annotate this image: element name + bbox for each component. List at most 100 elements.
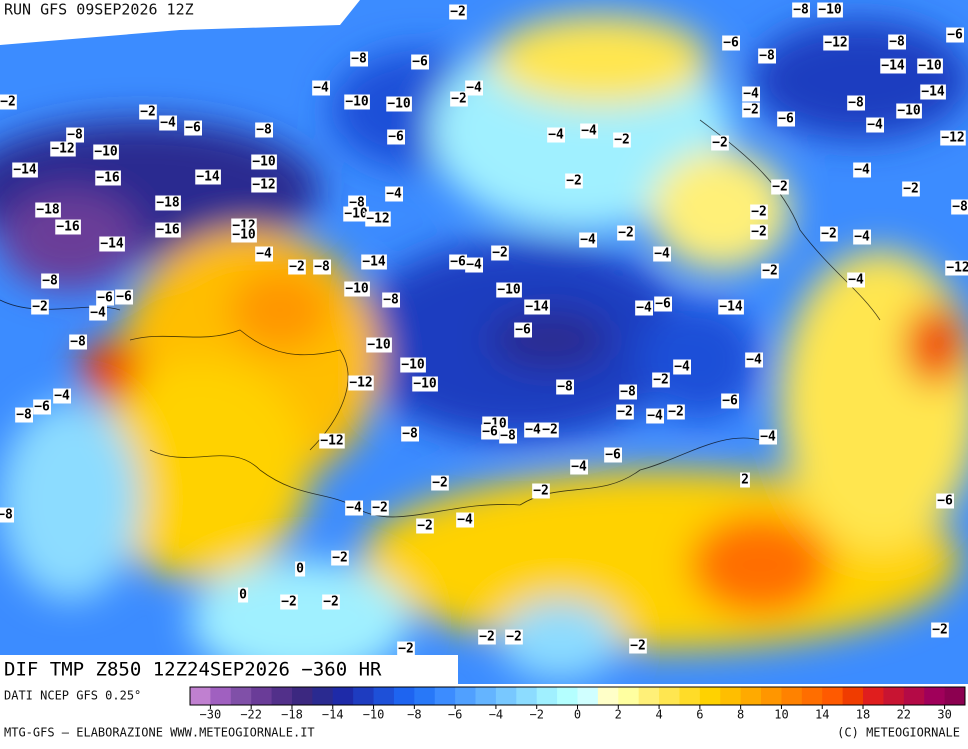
contour-label: −12 xyxy=(366,212,389,227)
contour-label-box xyxy=(313,259,331,275)
contour-label-box xyxy=(761,263,779,279)
contour-label: −2 xyxy=(653,373,669,388)
contour-label-box xyxy=(416,518,434,534)
colorbar-swatch xyxy=(720,687,742,705)
contour-label-box xyxy=(917,58,943,74)
colorbar: −30 −22 −18 −14 −10 −8 −6 −4 −2 0 2 4 6 8 10 14 18 22 30 xyxy=(189,686,966,722)
contour-label: −8 xyxy=(67,128,83,143)
contour-label-box xyxy=(654,296,672,312)
contour-label: −10 xyxy=(345,95,369,110)
contour-label-box xyxy=(365,211,391,227)
contour-label-box xyxy=(155,195,181,211)
contour-label-box xyxy=(711,135,729,151)
contour-label: −4 xyxy=(743,87,759,102)
contour-label-box xyxy=(343,206,369,222)
colorbar-swatch xyxy=(924,687,946,705)
contour-label-box xyxy=(255,122,273,138)
title-box xyxy=(0,655,458,684)
contour-label: −2 xyxy=(542,423,558,438)
contour-label-box xyxy=(331,550,349,566)
contour-label-box xyxy=(750,224,768,240)
contour-label: −6 xyxy=(388,130,404,145)
contour-label: −2 xyxy=(451,92,467,107)
contour-label-box xyxy=(412,376,438,392)
contour-label: −8 xyxy=(889,35,905,50)
contour-label: −4 xyxy=(636,301,652,316)
contour-label: −12 xyxy=(946,261,968,276)
contour-label-box xyxy=(491,245,509,261)
run-label: RUN GFS 09SEP2026 12Z xyxy=(4,1,194,19)
contour-label: −16 xyxy=(56,220,80,235)
contour-label-box xyxy=(93,144,119,160)
map-title: DIF TMP Z850 12Z24SEP2026 −360 HR xyxy=(4,659,382,681)
contour-label-box xyxy=(251,154,277,170)
contour-label: −6 xyxy=(723,36,739,51)
contour-label: −4 xyxy=(571,460,587,475)
contour-label-box xyxy=(195,169,221,185)
contour-label-box xyxy=(449,4,467,20)
colorbar-swatch xyxy=(190,687,211,705)
contour-label: −14 xyxy=(921,85,945,100)
contour-label: −14 xyxy=(196,170,220,185)
colorbar-swatch xyxy=(883,687,905,705)
colorbar-swatch xyxy=(781,687,803,705)
colorbar-swatch xyxy=(903,687,925,705)
contour-label-box xyxy=(817,2,843,18)
contour-label: −2 xyxy=(630,639,646,654)
contour-label-box xyxy=(50,141,76,157)
colorbar-swatch xyxy=(434,687,456,705)
source-label: DATI NCEP GFS 0.25° xyxy=(4,689,141,703)
contour-label-box xyxy=(319,433,345,449)
contour-label: −6 xyxy=(412,55,428,70)
colorbar-label: −4 xyxy=(489,708,503,722)
contour-label-box xyxy=(673,359,691,375)
contour-label: −2 xyxy=(323,595,339,610)
colorbar-swatch xyxy=(230,687,252,705)
contour-label: −8 xyxy=(952,200,968,215)
contour-label-box xyxy=(255,246,273,262)
contour-label: −18 xyxy=(156,196,180,211)
colorbar-label: 6 xyxy=(696,708,703,722)
colorbar-label: 22 xyxy=(897,708,911,722)
colorbar-swatch xyxy=(251,687,273,705)
contour-label: −4 xyxy=(90,306,106,321)
contour-label: −12 xyxy=(349,376,372,391)
contour-label-box xyxy=(556,379,574,395)
colorbar-label: −18 xyxy=(281,708,303,722)
contour-label-box xyxy=(312,80,330,96)
contour-label-box xyxy=(629,638,647,654)
contour-label-box xyxy=(652,372,670,388)
contour-label: −12 xyxy=(320,434,343,449)
colorbar-label: 2 xyxy=(615,708,622,722)
contour-label-box xyxy=(15,407,33,423)
contour-label-box xyxy=(66,127,84,143)
contour-label: −2 xyxy=(932,623,948,638)
contour-label-box xyxy=(33,399,51,415)
colorbar-swatch xyxy=(373,687,395,705)
contour-label-box xyxy=(496,282,522,298)
contour-label: −6 xyxy=(655,297,671,312)
contour-label-box xyxy=(350,51,368,67)
contour-label: −4 xyxy=(760,430,776,445)
contour-label-box xyxy=(95,170,121,186)
contour-label: −6 xyxy=(722,394,738,409)
contour-label-box xyxy=(499,428,517,444)
contour-label-box xyxy=(896,103,922,119)
contour-label: −2 xyxy=(566,174,582,189)
contour-label-box xyxy=(159,115,177,131)
colorbar-swatch xyxy=(822,687,844,705)
contour-label-box xyxy=(386,96,412,112)
colorbar-label: −10 xyxy=(363,708,385,722)
contour-label: −10 xyxy=(497,283,521,298)
colorbar-swatch xyxy=(271,687,293,705)
colorbar-swatch xyxy=(557,687,578,705)
contour-label: −8 xyxy=(620,385,636,400)
contour-label-box xyxy=(820,226,838,242)
contour-label: −2 xyxy=(751,205,767,220)
contour-label-box xyxy=(99,236,125,252)
contour-label-box xyxy=(361,254,387,270)
colorbar-swatch xyxy=(679,687,701,705)
colorbar-swatch xyxy=(332,687,354,705)
contour-label-box xyxy=(115,289,133,305)
